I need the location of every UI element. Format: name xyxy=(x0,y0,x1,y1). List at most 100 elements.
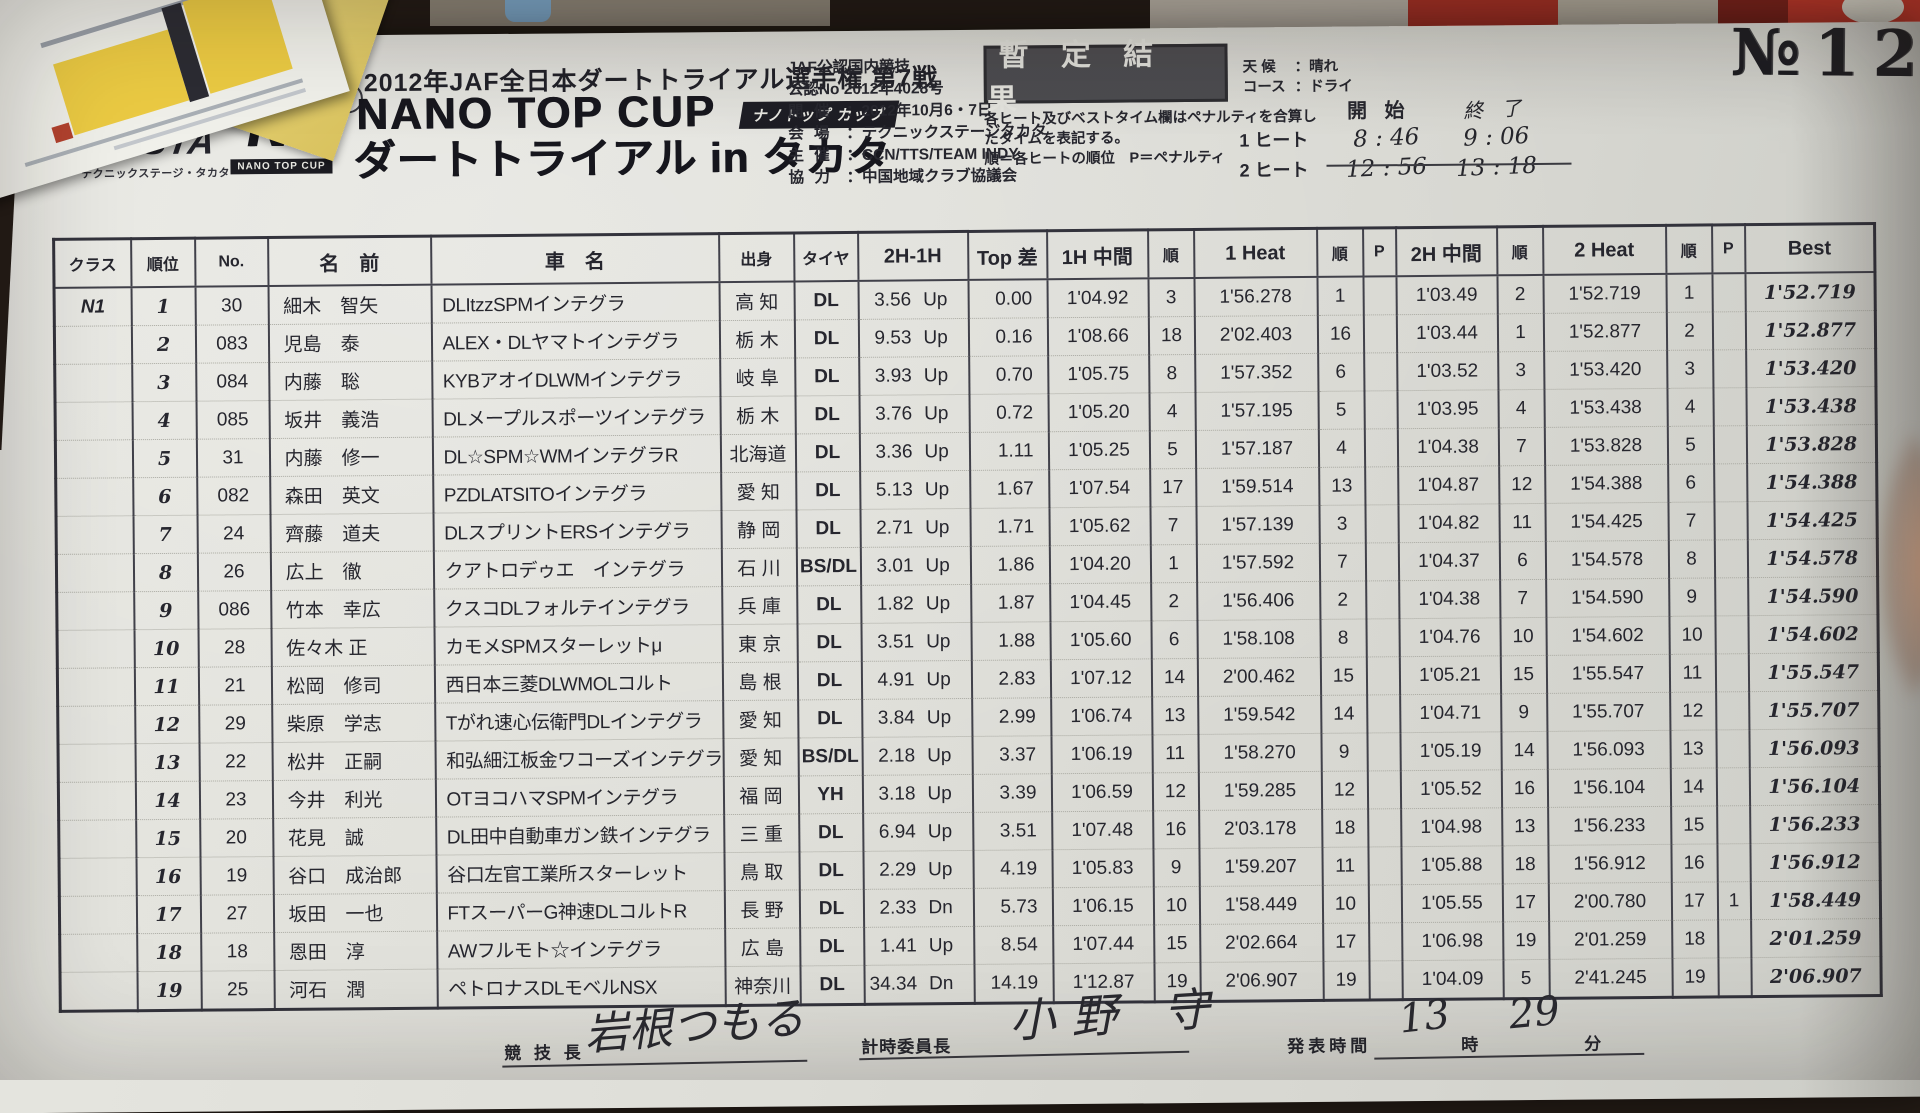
cell-heat1_rank: 4 xyxy=(1318,428,1365,468)
cell-heat1: 1'57.187 xyxy=(1195,429,1319,469)
cell-gap: 8.54 xyxy=(973,925,1053,965)
cell-gap: 3.39 xyxy=(972,773,1052,813)
cell-mid2: 1'05.21 xyxy=(1399,655,1501,695)
cell-tire: DL xyxy=(795,509,861,548)
cell-heat1_rank: 2 xyxy=(1319,580,1366,620)
cell-gap: 1.67 xyxy=(969,469,1049,509)
cell-mid2_rank: 13 xyxy=(1501,807,1548,846)
cell-mid1_rank: 10 xyxy=(1153,886,1200,925)
cell-best: 1'55.547 xyxy=(1748,652,1879,692)
cell-pos: 3 xyxy=(131,363,197,402)
cell-p1 xyxy=(1366,656,1400,695)
cell-gap: 1.11 xyxy=(969,431,1049,471)
cell-p2 xyxy=(1715,729,1750,768)
cell-diff: 3.93 Up xyxy=(858,356,969,396)
cell-pos: 10 xyxy=(134,629,199,668)
cell-cls xyxy=(57,629,135,669)
cell-heat2_rank: 19 xyxy=(1671,957,1719,998)
cell-mid2_rank: 1 xyxy=(1497,313,1544,352)
cell-pref: 北海道 xyxy=(720,433,796,473)
cell-mid2_rank: 19 xyxy=(1502,921,1549,960)
cell-pos: 6 xyxy=(132,477,198,516)
cell-mid1_rank: 13 xyxy=(1151,696,1198,735)
announce-minute-value: 29 xyxy=(1506,987,1562,1039)
column-header: Best xyxy=(1744,223,1875,274)
cell-tire: DL xyxy=(799,965,865,1005)
cell-gap: 3.37 xyxy=(971,735,1052,775)
diff-value: 9.53 xyxy=(874,326,912,349)
cell-mid2_rank: 15 xyxy=(1500,655,1547,694)
cell-heat1: 1'56.406 xyxy=(1196,581,1320,621)
cell-heat1_rank: 14 xyxy=(1320,694,1367,734)
cell-pos: 4 xyxy=(132,401,197,440)
cell-best: 1'53.438 xyxy=(1745,386,1877,426)
diff-direction: Up xyxy=(928,858,953,880)
cell-car: 谷口左官工業所スターレット xyxy=(435,852,725,894)
cell-pref: 栃 木 xyxy=(719,319,795,359)
cell-best: 1'54.578 xyxy=(1747,538,1878,578)
background-object xyxy=(1718,0,1788,24)
cell-best: 1'54.590 xyxy=(1747,576,1878,616)
diff-value: 2.71 xyxy=(876,516,914,539)
cell-no: 28 xyxy=(198,628,272,668)
cell-heat2: 2'41.245 xyxy=(1548,958,1673,999)
diff-direction: Up xyxy=(926,706,952,728)
cell-tire: DL xyxy=(798,813,863,852)
cell-mid1_rank: 18 xyxy=(1148,316,1195,355)
cell-mid1: 1'05.20 xyxy=(1047,392,1150,432)
cell-no: 082 xyxy=(196,476,271,516)
cell-tire: BS/DL xyxy=(796,547,861,586)
cell-best: 1'53.828 xyxy=(1746,424,1877,464)
cell-cls xyxy=(60,972,137,1012)
cell-mid2: 1'05.55 xyxy=(1401,883,1503,923)
cell-no: 27 xyxy=(200,894,274,934)
cell-pref: 広 島 xyxy=(724,927,800,967)
cell-heat2: 1'53.438 xyxy=(1543,388,1668,428)
cell-diff: 34.34 Dn xyxy=(863,964,975,1005)
cell-cls xyxy=(56,553,134,593)
cell-best: 1'56.104 xyxy=(1749,766,1880,806)
cell-mid1: 1'06.15 xyxy=(1052,886,1154,926)
cell-mid1: 1'04.45 xyxy=(1049,582,1151,622)
cell-p2 xyxy=(1715,691,1749,730)
cell-p2 xyxy=(1717,919,1751,958)
cell-mid1_rank: 2 xyxy=(1150,582,1197,621)
cell-diff: 1.82 Up xyxy=(860,584,971,624)
cell-no: 086 xyxy=(197,590,272,630)
cell-p2 xyxy=(1714,539,1748,578)
timekeeper-label: 計時委員長 xyxy=(861,1037,952,1057)
cell-p1 xyxy=(1364,428,1398,467)
cell-pref: 愛 知 xyxy=(722,699,798,739)
cell-mid2: 1'04.87 xyxy=(1397,465,1499,505)
cell-mid2: 1'04.98 xyxy=(1400,807,1502,847)
race-director-label: 競 技 長 xyxy=(504,1043,585,1064)
cell-p2 xyxy=(1713,425,1747,464)
cell-heat2: 1'56.104 xyxy=(1547,768,1671,808)
cell-heat2: 1'54.590 xyxy=(1545,578,1669,618)
background-object xyxy=(430,0,830,26)
diff-direction: Dn xyxy=(929,972,954,994)
cell-cls xyxy=(55,477,134,517)
cell-heat1: 1'57.352 xyxy=(1194,353,1318,393)
cell-best: 1'53.420 xyxy=(1745,348,1876,388)
cell-pos: 7 xyxy=(133,515,198,554)
cell-car: KYBアオイDLWMインテグラ xyxy=(431,358,720,400)
cell-heat2_rank: 9 xyxy=(1668,577,1715,617)
cell-no: 19 xyxy=(199,856,274,896)
cell-pos: 1 xyxy=(131,286,196,326)
cell-mid2: 1'03.49 xyxy=(1395,275,1498,315)
column-header: 名 前 xyxy=(267,236,432,287)
hour-suffix: 時 xyxy=(1461,1035,1483,1055)
cell-pos: 9 xyxy=(133,591,199,630)
column-header: クラス xyxy=(53,238,132,288)
cell-mid1_rank: 9 xyxy=(1152,848,1200,887)
background-object xyxy=(1558,0,1718,26)
cell-mid2_rank: 18 xyxy=(1501,845,1549,884)
cell-name: 松岡 修司 xyxy=(271,665,435,705)
cell-heat2_rank: 5 xyxy=(1667,425,1714,465)
cell-cls xyxy=(54,325,132,365)
cell-p1 xyxy=(1367,846,1402,885)
cell-cls xyxy=(59,857,137,897)
cell-mid2: 1'05.52 xyxy=(1400,769,1502,809)
cell-heat1: 1'58.449 xyxy=(1199,885,1323,925)
